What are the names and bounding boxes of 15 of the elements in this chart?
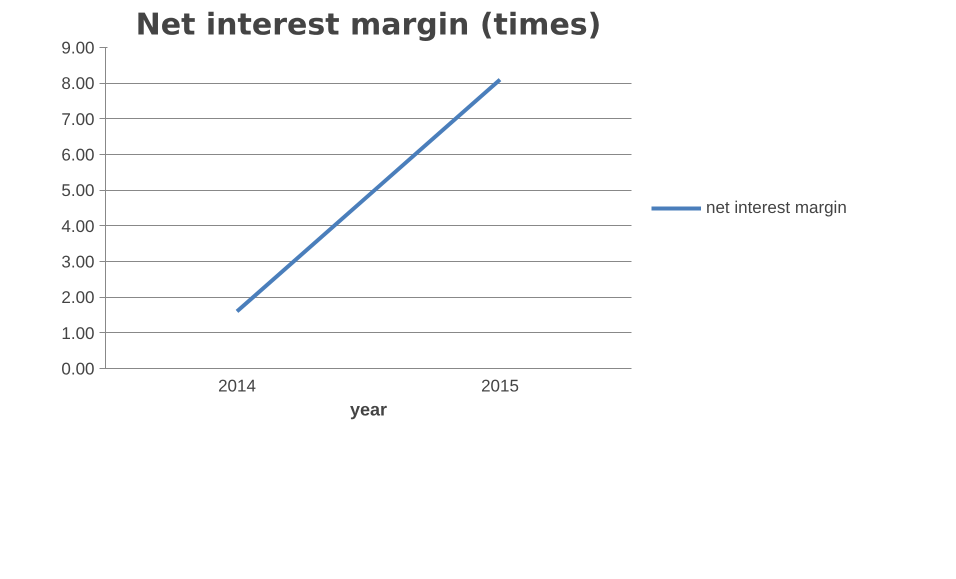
legend-label: net interest margin xyxy=(706,198,847,218)
x-tick-label: 2015 xyxy=(481,376,519,396)
y-tick-label: 1.00 xyxy=(61,324,95,343)
x-axis-title: year xyxy=(350,400,388,420)
y-tick-label: 6.00 xyxy=(61,146,95,164)
y-tick-label: 5.00 xyxy=(61,181,95,200)
x-tick-label: 2014 xyxy=(218,376,256,396)
y-tick-label: 9.00 xyxy=(61,38,95,58)
y-tick-label: 4.00 xyxy=(61,216,95,236)
y-tick-label: 3.00 xyxy=(61,252,95,272)
y-tick-label: 7.00 xyxy=(61,110,95,129)
y-tick-label: 2.00 xyxy=(61,288,95,308)
y-tick-label: 0.00 xyxy=(61,360,95,378)
y-tick-label: 8.00 xyxy=(61,74,95,94)
chart-title: Net interest margin (times) xyxy=(136,8,602,42)
